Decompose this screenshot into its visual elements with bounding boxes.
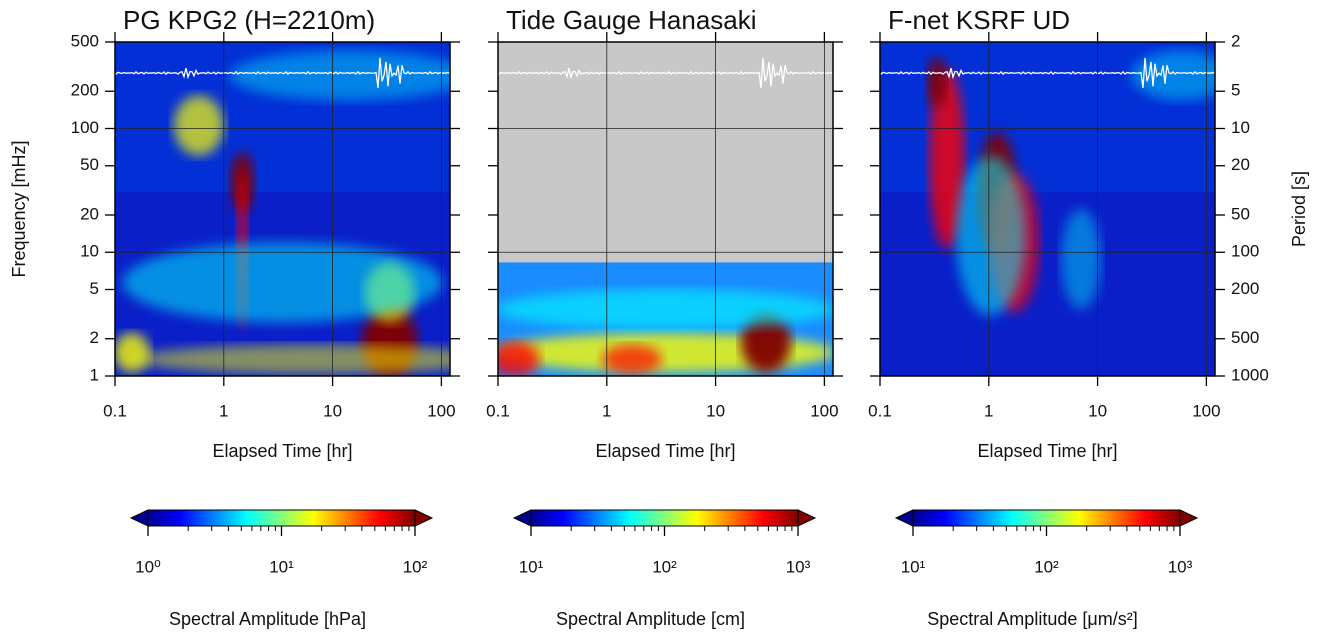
spectrogram [115,42,450,376]
x-tick-label: 0.1 [486,401,510,420]
x-axis-label: Elapsed Time [hr] [977,441,1117,461]
y-tick-label: 200 [71,81,99,100]
spectrogram-blob [498,289,833,330]
colorbar-label: Spectral Amplitude [μm/s²] [927,609,1137,629]
spectrogram-blob [1131,50,1215,101]
colorbar-tick-label: 10¹ [519,557,544,576]
spectrogram-blob [1061,209,1101,310]
colorbar-tick-label: 10³ [1168,557,1193,576]
spectrogram-blob [498,341,540,376]
y-tick-label: 50 [80,155,99,174]
colorbar [530,509,799,527]
x-tick-label: 1 [984,401,993,420]
waveform-trace [880,57,1215,88]
colorbar-tick-label: 10¹ [269,557,294,576]
x-tick-label: 10 [1088,401,1107,420]
colorbar-high-arrow [797,509,817,527]
x-tick-label: 100 [427,401,455,420]
y2-tick-label: 2 [1231,31,1240,50]
x-tick-label: 10 [323,401,342,420]
chart-title: Tide Gauge Hanasaki [506,5,757,35]
spectrogram-blob [955,155,1026,316]
colorbar-label: Spectral Amplitude [cm] [556,609,745,629]
colorbar-tick-label: 10² [403,557,428,576]
colorbar-high-arrow [414,509,434,527]
y-tick-label: 2 [90,328,99,347]
spectrogram [498,42,833,376]
y-tick-label: 100 [71,118,99,137]
y2-tick-label: 10 [1231,118,1250,137]
y-tick-label: 20 [80,204,99,223]
y-tick-label: 5 [90,279,99,298]
waveform-trace [115,57,450,88]
colorbar-tick-label: 10² [1034,557,1059,576]
colorbar-label: Spectral Amplitude [hPa] [169,609,366,629]
colorbar-low-arrow [894,509,914,527]
spectrogram-blob [115,332,150,373]
colorbar [912,509,1181,527]
x-tick-label: 1 [219,401,228,420]
y-tick-label: 10 [80,242,99,261]
y2-tick-label: 500 [1231,328,1259,347]
x-axis-label: Elapsed Time [hr] [212,441,352,461]
colorbar-high-arrow [1179,509,1199,527]
colorbar-tick-label: 10² [652,557,677,576]
colorbar-tick-label: 10³ [786,557,811,576]
spectrogram-blob [229,50,450,101]
spectrogram-blob [741,312,791,373]
colorbar-tick-label: 10¹ [901,557,926,576]
x-tick-label: 10 [706,401,725,420]
spectrogram [880,42,1215,376]
colorbar-low-arrow [129,509,149,527]
chart-title: PG KPG2 (H=2210m) [123,5,375,35]
plot-frame [879,41,1216,377]
spectrogram-blob [122,242,443,323]
spectrogram-blob [602,344,662,375]
spectrogram-blob [929,68,965,249]
spectrogram-blob [173,95,224,156]
plot-frame [114,41,451,377]
y-axis-label: Frequency [mHz] [9,140,29,277]
y2-tick-label: 200 [1231,279,1259,298]
x-tick-label: 100 [1192,401,1220,420]
plot-frame [497,41,834,377]
x-axis-label: Elapsed Time [hr] [595,441,735,461]
colorbar [147,509,416,527]
y2-axis-label: Period [s] [1289,171,1309,247]
y-tick-label: 1 [90,365,99,384]
chart-title: F-net KSRF UD [888,5,1070,35]
colorbar-low-arrow [512,509,532,527]
y2-tick-label: 100 [1231,242,1259,261]
x-tick-label: 1 [602,401,611,420]
y2-tick-label: 5 [1231,81,1240,100]
y2-tick-label: 20 [1231,155,1250,174]
spectrogram-blob [136,344,450,375]
spectrogram-blob [926,57,947,108]
x-tick-label: 0.1 [868,401,892,420]
colorbar-tick-label: 10⁰ [135,557,161,576]
y-tick-label: 500 [71,31,99,50]
y2-tick-label: 50 [1231,204,1250,223]
x-tick-label: 0.1 [103,401,127,420]
no-data-area [498,42,833,263]
waveform-trace [498,57,833,88]
x-tick-label: 100 [810,401,838,420]
y2-tick-label: 1000 [1231,365,1269,384]
